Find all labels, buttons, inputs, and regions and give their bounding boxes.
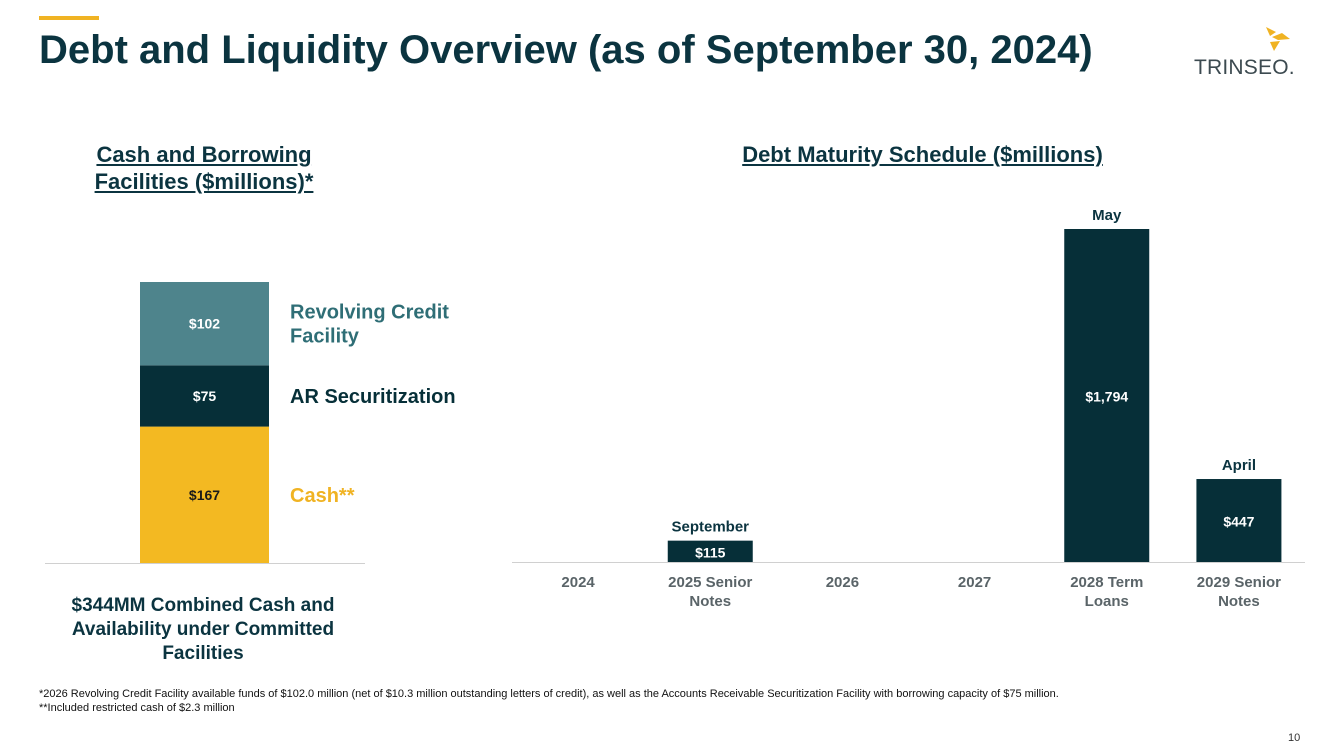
category-label-5-1: Notes bbox=[1218, 593, 1260, 610]
legend-label-1-0: AR Securitization bbox=[290, 386, 456, 408]
bar-1 bbox=[667, 540, 753, 562]
category-label-1-0: 2025 Senior bbox=[668, 574, 752, 591]
bar-5 bbox=[1196, 479, 1282, 562]
page-number: 10 bbox=[1288, 732, 1301, 744]
legend-label-2-0: Revolving Credit bbox=[290, 302, 449, 324]
footnotes: *2026 Revolving Credit Facility availabl… bbox=[39, 687, 1239, 715]
debt-maturity-title: Debt Maturity Schedule ($millions) bbox=[742, 142, 1103, 167]
debt-maturity-chart: 2024 $115 September 2025 Senior Notes 2026 202… bbox=[512, 207, 1305, 610]
page-title: Debt and Liquidity Overview (as of Septe… bbox=[39, 28, 1093, 72]
legend-label-0-0: Cash** bbox=[290, 485, 355, 507]
footnote-1: *2026 Revolving Credit Facility availabl… bbox=[39, 688, 1059, 700]
segment-2 bbox=[140, 282, 269, 366]
bar-4 bbox=[1064, 229, 1150, 562]
category-label-5-0: 2029 Senior bbox=[1197, 574, 1281, 591]
legend-label-2-1: Facility bbox=[290, 326, 360, 348]
combined-availability-label: $344MM Combined Cash and Availability un… bbox=[71, 595, 335, 664]
cash-facilities-title: Cash and Borrowing Facilities ($millions… bbox=[94, 142, 314, 194]
cash-facilities-chart: $167 Cash** $75 AR Securitization $102 Revolv… bbox=[45, 282, 456, 564]
category-label-3-0: 2027 bbox=[958, 574, 991, 591]
segment-label-0: $167 bbox=[189, 487, 220, 503]
segment-1 bbox=[140, 365, 269, 427]
logo-text: TRINSEO. bbox=[1194, 56, 1295, 79]
category-label-0-0: 2024 bbox=[561, 574, 595, 591]
category-label-4-1: Loans bbox=[1085, 593, 1129, 610]
bar-annotation-5: April bbox=[1222, 457, 1256, 474]
logo-mark-icon bbox=[1266, 27, 1290, 51]
title-accent-line bbox=[39, 16, 99, 20]
segment-0 bbox=[140, 426, 269, 563]
bar-annotation-1: September bbox=[671, 519, 749, 536]
bar-value-label-5: $447 bbox=[1223, 514, 1254, 530]
segment-label-1: $75 bbox=[193, 388, 217, 404]
bar-value-label-1: $115 bbox=[695, 544, 726, 560]
segment-label-2: $102 bbox=[189, 316, 220, 332]
trinseo-logo: TRINSEO. bbox=[1192, 26, 1302, 82]
category-label-2-0: 2026 bbox=[826, 574, 859, 591]
bar-value-label-4: $1,794 bbox=[1085, 389, 1128, 405]
category-label-4-0: 2028 Term bbox=[1070, 574, 1143, 591]
bar-annotation-4: May bbox=[1092, 207, 1122, 224]
category-label-1-1: Notes bbox=[689, 593, 731, 610]
footnote-2: **Included restricted cash of $2.3 milli… bbox=[39, 702, 235, 714]
